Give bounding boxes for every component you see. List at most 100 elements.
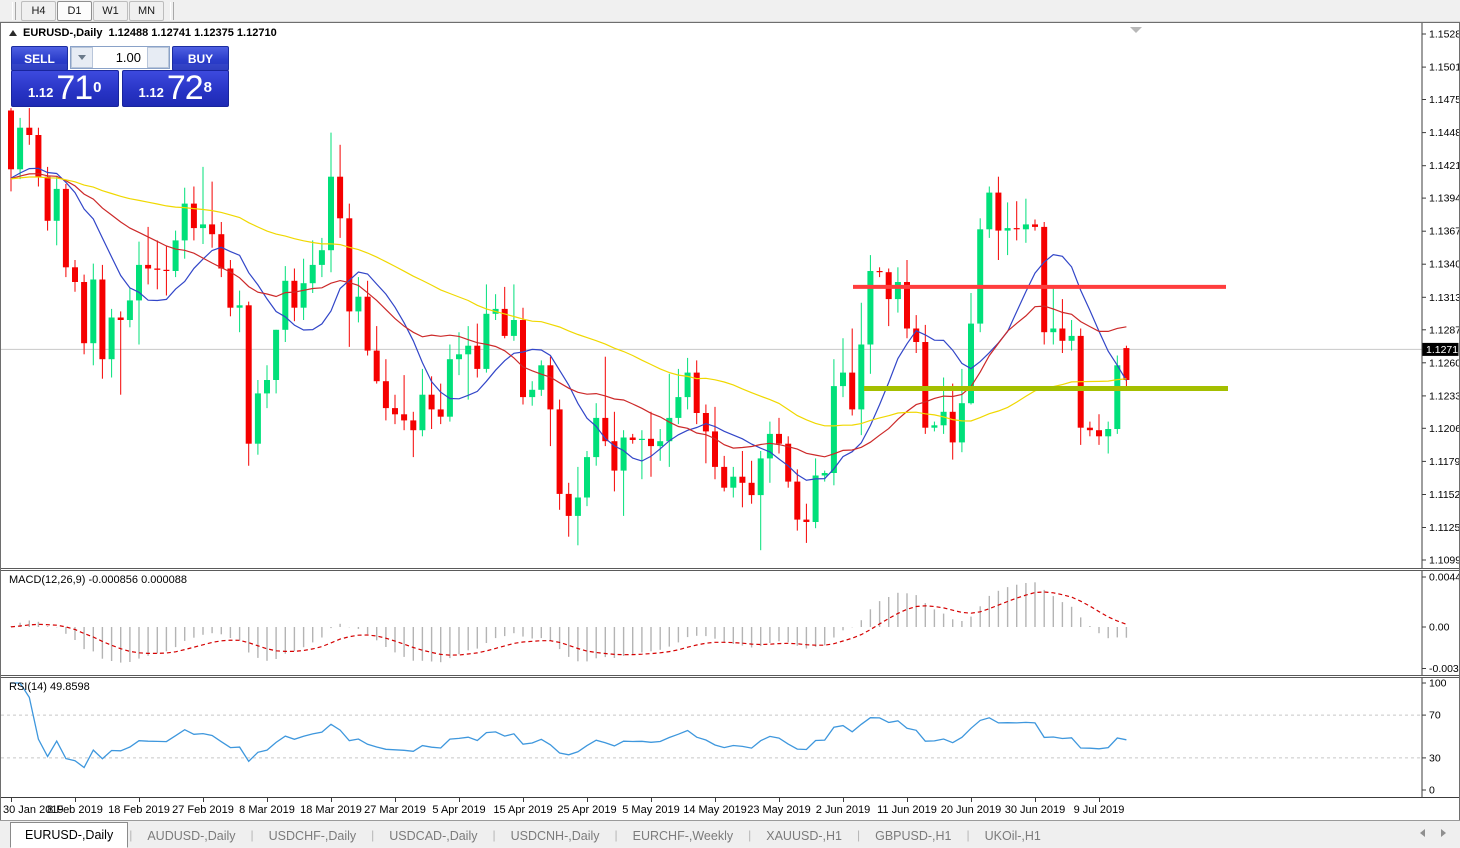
pane-splitter[interactable] bbox=[1, 568, 1459, 571]
buy-price-pip: 8 bbox=[203, 79, 212, 96]
timeframe-buttons: H4 D1 W1 MN bbox=[21, 0, 165, 21]
time-tick bbox=[907, 798, 908, 802]
tab-divider: | bbox=[856, 827, 861, 842]
tab-scroll-left-icon[interactable] bbox=[1420, 829, 1425, 837]
time-label: 30 Jun 2019 bbox=[1004, 804, 1066, 816]
timeframe-button-w1[interactable]: W1 bbox=[93, 0, 128, 21]
main-chart-canvas[interactable]: 1.15285 1.15015 1.14750 1.14480 1.14210 1.139… bbox=[1, 23, 1459, 568]
time-label: 18 Mar 2019 bbox=[300, 804, 362, 816]
sell-price-pip: 0 bbox=[93, 79, 102, 96]
time-tick bbox=[779, 798, 780, 802]
volume-decrease-button[interactable] bbox=[71, 47, 93, 68]
svg-text:0: 0 bbox=[1429, 785, 1435, 797]
timeframe-button-d1[interactable]: D1 bbox=[57, 0, 92, 21]
svg-text:1.15285: 1.15285 bbox=[1429, 29, 1459, 41]
tab-usdcnh-daily[interactable]: USDCNH-,Daily bbox=[510, 829, 600, 843]
time-tick bbox=[843, 798, 844, 802]
time-tick bbox=[331, 798, 332, 802]
svg-text:1.12330: 1.12330 bbox=[1429, 390, 1459, 402]
volume-increase-button[interactable] bbox=[147, 47, 169, 68]
volume-value[interactable]: 1.00 bbox=[115, 50, 141, 65]
chart-window: 1.15285 1.15015 1.14750 1.14480 1.14210 1.139… bbox=[0, 22, 1460, 820]
svg-text:0.00: 0.00 bbox=[1429, 622, 1450, 634]
toolbar-grip[interactable] bbox=[12, 1, 16, 20]
tab-usdchf-daily[interactable]: USDCHF-,Daily bbox=[268, 829, 357, 843]
time-label: 18 Feb 2019 bbox=[108, 804, 170, 816]
rsi-canvas[interactable]: 100 70 30 0 bbox=[1, 678, 1459, 797]
time-tick bbox=[11, 798, 12, 802]
macd-pane: 0.004465 0.00 -0.00371 MACD(12,26,9) -0.00… bbox=[1, 571, 1459, 675]
time-label: 8 Feb 2019 bbox=[47, 804, 103, 816]
tab-eurchf-weekly[interactable]: EURCHF-,Weekly bbox=[632, 829, 734, 843]
svg-text:1.13405: 1.13405 bbox=[1429, 259, 1459, 271]
tab-eurusd-daily[interactable]: EURUSD-,Daily bbox=[10, 822, 129, 848]
time-tick bbox=[75, 798, 76, 802]
volume-spinner: 1.00 bbox=[70, 46, 170, 69]
time-tick bbox=[203, 798, 204, 802]
tab-divider: | bbox=[748, 827, 752, 842]
sell-price-display[interactable]: 1.12 71 0 bbox=[11, 70, 119, 107]
time-label: 14 May 2019 bbox=[683, 804, 747, 816]
tab-usdcad-daily[interactable]: USDCAD-,Daily bbox=[389, 829, 478, 843]
sell-button[interactable]: SELL bbox=[11, 46, 68, 71]
tab-xauusd-h1[interactable]: XAUUSD-,H1 bbox=[766, 829, 842, 843]
buy-price-display[interactable]: 1.12 72 8 bbox=[121, 70, 229, 107]
one-click-trade-panel: SELL 1.00 BUY 1.12 71 0 1.12 72 8 bbox=[11, 46, 229, 107]
time-label: 11 Jun 2019 bbox=[877, 804, 937, 816]
time-tick bbox=[715, 798, 716, 802]
time-tick bbox=[587, 798, 588, 802]
time-tick bbox=[267, 798, 268, 802]
tab-scroll-right-icon[interactable] bbox=[1441, 829, 1446, 837]
time-tick bbox=[651, 798, 652, 802]
svg-text:1.14480: 1.14480 bbox=[1429, 127, 1459, 139]
timeframe-toolbar: H4 D1 W1 MN bbox=[0, 0, 1460, 22]
timeframe-button-h4[interactable]: H4 bbox=[21, 0, 56, 21]
svg-text:1.13135: 1.13135 bbox=[1429, 292, 1459, 304]
collapse-triangle-icon[interactable] bbox=[9, 30, 17, 36]
sell-price-main: 71 bbox=[56, 69, 93, 107]
macd-canvas[interactable]: 0.004465 0.00 -0.00371 bbox=[1, 571, 1459, 675]
tab-divider: | bbox=[129, 827, 133, 842]
svg-text:1.13945: 1.13945 bbox=[1429, 193, 1459, 205]
time-tick bbox=[1035, 798, 1036, 802]
symbol-title: EURUSD-,Daily bbox=[23, 27, 103, 39]
tab-gbpusd-h1[interactable]: GBPUSD-,H1 bbox=[875, 829, 952, 843]
time-label: 2 Jun 2019 bbox=[815, 804, 871, 816]
time-axis[interactable]: 30 Jan 2019 8 Feb 2019 18 Feb 2019 27 Feb 2… bbox=[1, 797, 1459, 820]
tab-audusd-daily[interactable]: AUDUSD-,Daily bbox=[147, 829, 236, 843]
tab-divider: | bbox=[492, 827, 496, 842]
ohlc-values: 1.12488 1.12741 1.12375 1.12710 bbox=[108, 27, 277, 39]
svg-text:1.12065: 1.12065 bbox=[1429, 423, 1459, 435]
time-label: 15 Apr 2019 bbox=[493, 804, 553, 816]
current-price-badge bbox=[1422, 342, 1459, 356]
svg-text:1.12710: 1.12710 bbox=[1426, 344, 1459, 356]
svg-text:1.10990: 1.10990 bbox=[1429, 555, 1459, 567]
main-chart-pane: 1.15285 1.15015 1.14750 1.14480 1.14210 1.139… bbox=[1, 23, 1459, 568]
time-tick bbox=[395, 798, 396, 802]
sell-price-prefix: 1.12 bbox=[28, 85, 54, 100]
time-tick bbox=[971, 798, 972, 802]
time-tick bbox=[139, 798, 140, 802]
tab-scroll-arrows bbox=[1420, 829, 1446, 837]
rsi-label: RSI(14) 49.8598 bbox=[9, 681, 90, 693]
time-label: 9 Jul 2019 bbox=[1073, 804, 1125, 816]
svg-text:1.14210: 1.14210 bbox=[1429, 160, 1459, 172]
rsi-pane: 100 70 30 0 RSI(14) 49.8598 bbox=[1, 678, 1459, 797]
pane-splitter-2[interactable] bbox=[1, 675, 1459, 678]
tab-ukoil-h1[interactable]: UKOil-,H1 bbox=[984, 829, 1041, 843]
timeframe-button-mn[interactable]: MN bbox=[129, 0, 164, 21]
time-label: 8 Mar 2019 bbox=[239, 804, 295, 816]
time-label: 27 Feb 2019 bbox=[172, 804, 234, 816]
tab-divider: | bbox=[966, 827, 970, 842]
tab-divider: | bbox=[371, 827, 375, 842]
time-tick bbox=[1099, 798, 1100, 802]
svg-text:-0.00371: -0.00371 bbox=[1429, 663, 1459, 675]
tab-divider: | bbox=[614, 827, 618, 842]
time-label: 5 May 2019 bbox=[622, 804, 680, 816]
buy-price-prefix: 1.12 bbox=[138, 85, 164, 100]
time-label: 30 Jan 2019 bbox=[3, 804, 64, 816]
time-label: 5 Apr 2019 bbox=[432, 804, 486, 816]
time-label: 23 May 2019 bbox=[747, 804, 811, 816]
scroll-marker-icon bbox=[1130, 27, 1142, 33]
buy-button[interactable]: BUY bbox=[172, 46, 229, 71]
